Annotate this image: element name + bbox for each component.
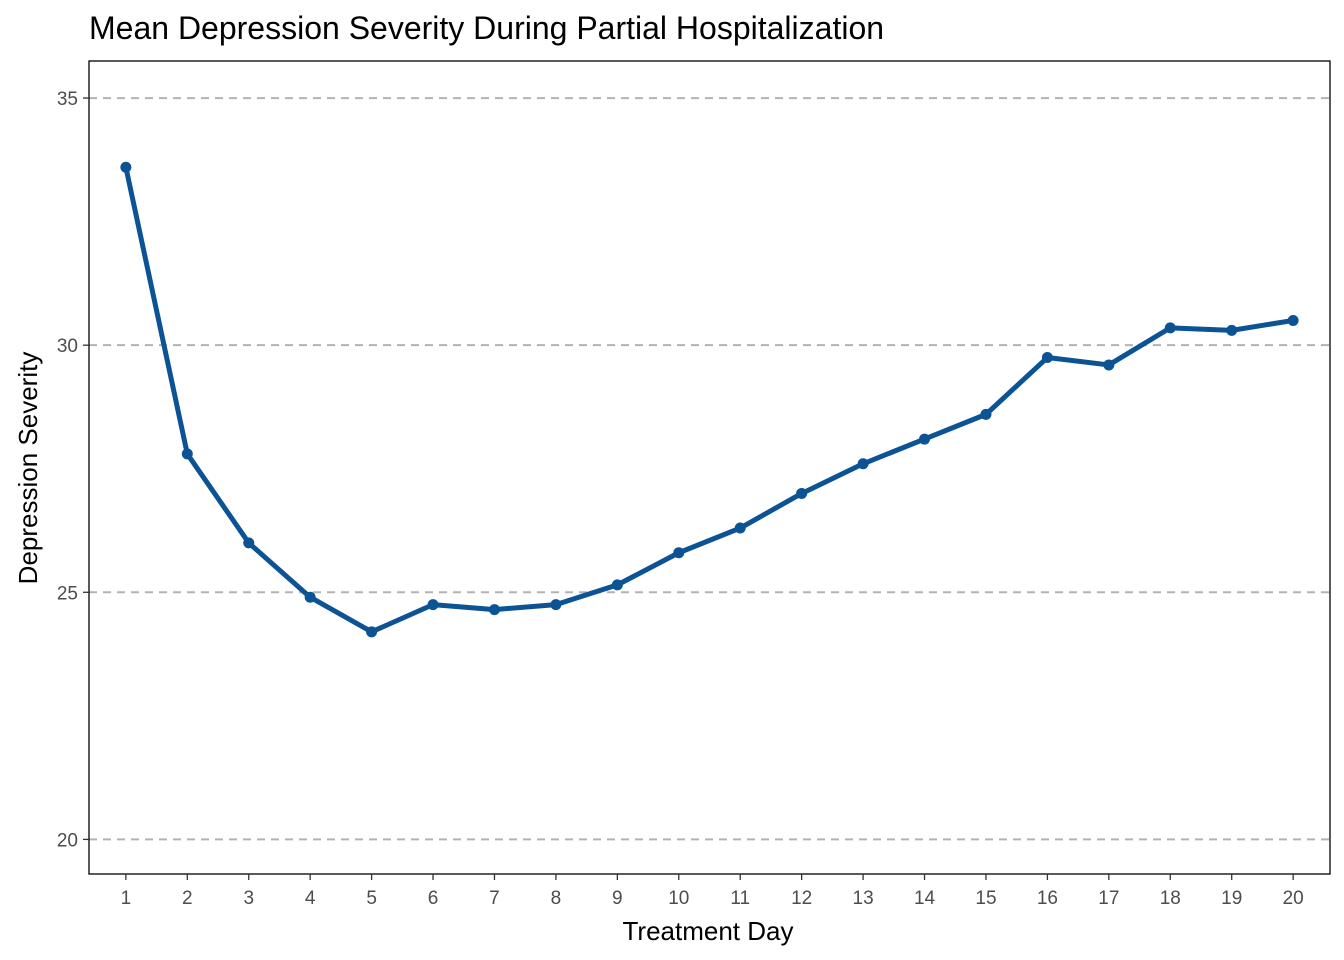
x-tick-label: 8 xyxy=(551,888,562,909)
data-point xyxy=(304,591,316,603)
data-point xyxy=(734,522,746,534)
x-tick-label: 6 xyxy=(428,888,439,909)
x-tick-label: 12 xyxy=(791,888,812,909)
data-point xyxy=(857,458,869,470)
x-tick-label: 2 xyxy=(182,888,193,909)
data-point xyxy=(1287,314,1299,326)
x-tick-label: 5 xyxy=(366,888,377,909)
data-point xyxy=(1041,352,1053,364)
x-tick-label: 9 xyxy=(612,888,623,909)
data-point xyxy=(796,487,808,499)
x-tick-label: 17 xyxy=(1098,888,1119,909)
x-tick-label: 10 xyxy=(668,888,689,909)
data-point xyxy=(181,448,193,460)
x-tick-label: 13 xyxy=(853,888,874,909)
data-point xyxy=(120,161,132,173)
y-axis-title: Depression Severity xyxy=(13,352,43,585)
plot-group xyxy=(83,60,1331,880)
x-tick-label: 3 xyxy=(243,888,254,909)
plot-border xyxy=(88,60,1331,875)
data-point xyxy=(919,433,931,445)
chart-title: Mean Depression Severity During Partial … xyxy=(89,10,884,46)
x-tick-label: 19 xyxy=(1221,888,1242,909)
y-tick-label: 35 xyxy=(57,89,78,110)
x-tick-label: 4 xyxy=(305,888,316,909)
x-axis-title: Treatment Day xyxy=(623,916,794,946)
series-line xyxy=(123,164,1296,635)
data-point xyxy=(366,626,378,638)
data-point xyxy=(980,408,992,420)
data-point xyxy=(673,547,685,559)
plot-panel xyxy=(89,61,1330,874)
x-tick-label: 16 xyxy=(1037,888,1058,909)
x-tick-label: 1 xyxy=(121,888,132,909)
x-tick-label: 7 xyxy=(489,888,500,909)
data-point xyxy=(488,604,500,616)
x-tick-label: 11 xyxy=(730,888,750,909)
x-tick-label: 20 xyxy=(1283,888,1304,909)
data-point xyxy=(243,537,255,549)
x-tick-label: 15 xyxy=(975,888,996,909)
x-tick-label: 18 xyxy=(1160,888,1181,909)
data-point xyxy=(1103,359,1115,371)
data-point xyxy=(611,579,623,591)
data-point xyxy=(427,599,439,611)
y-tick-label: 30 xyxy=(57,336,78,357)
data-point xyxy=(1164,322,1176,334)
data-point xyxy=(1226,324,1238,336)
x-tick-label: 14 xyxy=(914,888,936,909)
y-tick-label: 20 xyxy=(57,830,78,851)
y-tick-label: 25 xyxy=(57,583,78,604)
data-point xyxy=(550,599,562,611)
